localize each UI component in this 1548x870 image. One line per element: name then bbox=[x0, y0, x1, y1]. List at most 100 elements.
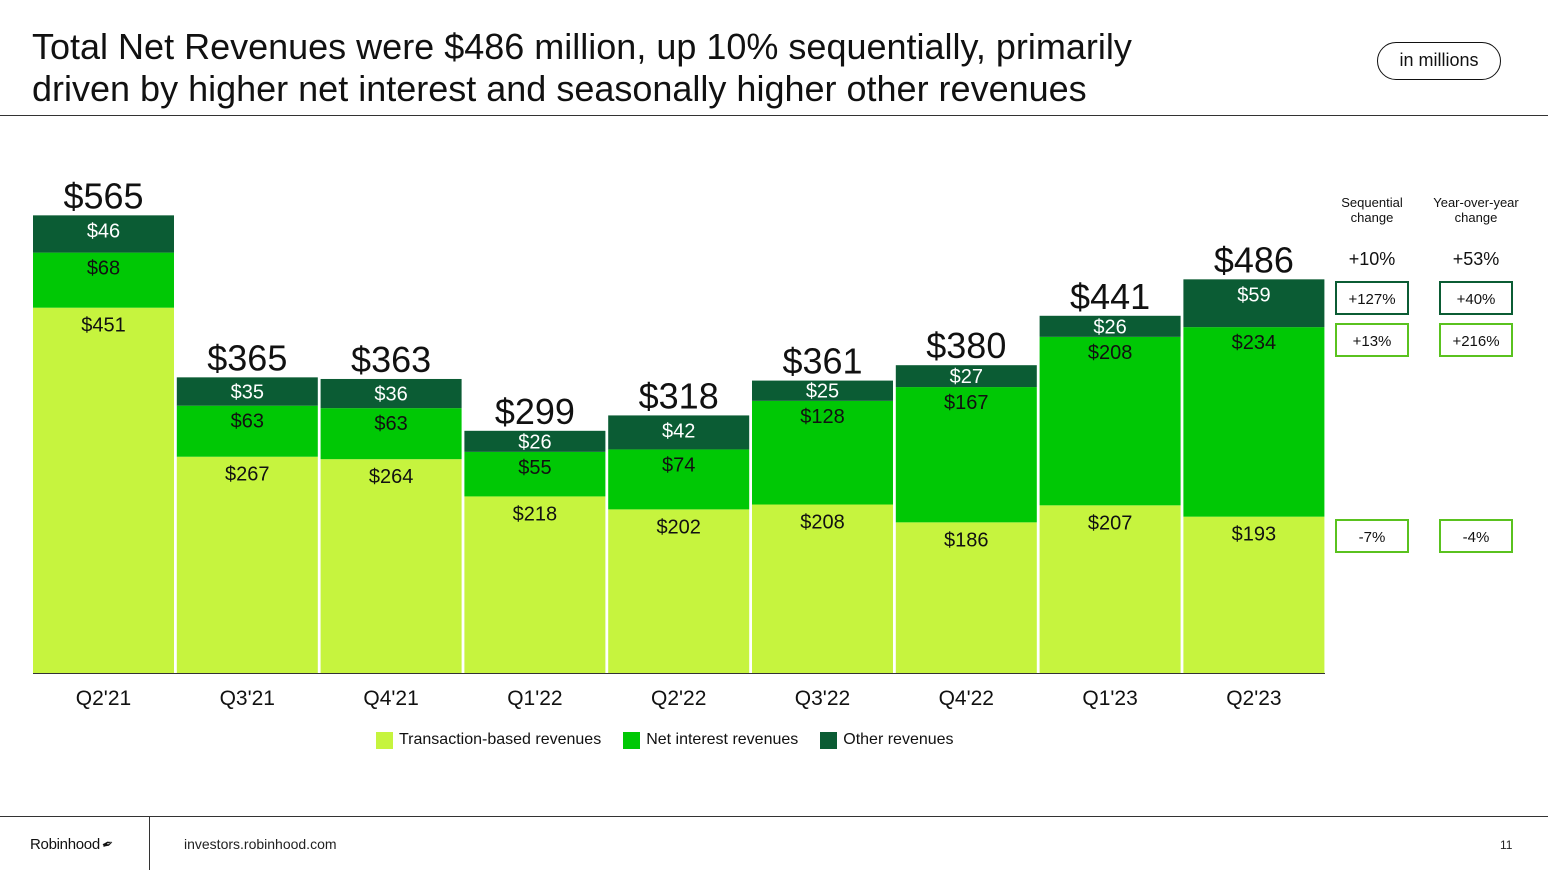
brand-name: Robinhood bbox=[30, 836, 100, 853]
data-label-other: $59 bbox=[1237, 284, 1270, 306]
bar-transaction bbox=[176, 456, 318, 673]
data-label-net-interest: $167 bbox=[944, 392, 989, 414]
bar-other bbox=[895, 365, 1037, 388]
total-label: $380 bbox=[926, 325, 1006, 366]
sequential-header: Sequential bbox=[1341, 195, 1403, 210]
bar-transaction bbox=[752, 504, 893, 673]
data-label-transaction: $218 bbox=[513, 503, 558, 525]
legend-label-net-interest: Net interest revenues bbox=[646, 731, 799, 748]
bar-transaction bbox=[895, 522, 1037, 673]
data-label-other: $26 bbox=[1093, 316, 1126, 338]
bar-transaction bbox=[1183, 516, 1325, 673]
page-number: 11 bbox=[1500, 838, 1513, 852]
bar-net-interest bbox=[320, 408, 462, 460]
brand-logo: Robinhood✒ bbox=[30, 834, 116, 854]
change-value-net-interest-yoy: +216% bbox=[1452, 333, 1499, 350]
footer-separator bbox=[149, 817, 150, 870]
bar-other bbox=[464, 430, 606, 452]
bar-other bbox=[33, 215, 174, 253]
bar-other bbox=[176, 377, 318, 406]
bar-other bbox=[1039, 315, 1181, 337]
bar-net-interest bbox=[1039, 336, 1181, 506]
data-label-net-interest: $63 bbox=[231, 411, 264, 433]
bar-net-interest bbox=[608, 449, 750, 510]
total-label: $565 bbox=[63, 175, 143, 216]
feather-icon: ✒ bbox=[99, 834, 116, 854]
x-tick-label: Q2'22 bbox=[651, 687, 706, 710]
data-label-other: $25 bbox=[806, 381, 839, 403]
footer-divider bbox=[0, 816, 1548, 817]
chart-legend: Transaction-based revenues Net interest … bbox=[376, 731, 954, 749]
total-yoy-change: +53% bbox=[1453, 249, 1500, 269]
bar-net-interest bbox=[33, 252, 174, 308]
site-url: investors.robinhood.com bbox=[184, 836, 337, 852]
change-box-other-sequential bbox=[1335, 281, 1409, 315]
total-label: $365 bbox=[207, 337, 287, 378]
data-label-transaction: $193 bbox=[1232, 524, 1277, 546]
legend-swatch-transaction bbox=[376, 731, 393, 749]
total-label: $363 bbox=[351, 339, 431, 380]
change-value-transaction-sequential: -7% bbox=[1359, 529, 1386, 546]
x-tick-label: Q1'22 bbox=[507, 687, 562, 710]
data-label-other: $46 bbox=[87, 220, 120, 242]
data-label-transaction: $451 bbox=[81, 315, 126, 337]
data-label-transaction: $267 bbox=[225, 464, 270, 486]
header-divider bbox=[0, 115, 1548, 116]
data-label-net-interest: $63 bbox=[374, 413, 407, 435]
x-tick-label: Q3'21 bbox=[220, 687, 275, 710]
x-tick-label: Q3'22 bbox=[795, 687, 850, 710]
data-label-other: $26 bbox=[518, 431, 551, 453]
change-box-transaction-yoy bbox=[1439, 519, 1513, 553]
yoy-header: change bbox=[1455, 210, 1498, 225]
change-box-other-yoy bbox=[1439, 281, 1513, 315]
change-value-net-interest-sequential: +13% bbox=[1353, 333, 1392, 350]
title-line-2: driven by higher net interest and season… bbox=[32, 68, 1087, 109]
total-label: $299 bbox=[495, 391, 575, 432]
page-title: Total Net Revenues were $486 million, up… bbox=[32, 26, 1332, 110]
change-value-other-yoy: +40% bbox=[1457, 291, 1496, 308]
bar-transaction bbox=[320, 459, 462, 673]
data-label-net-interest: $74 bbox=[662, 454, 695, 476]
data-label-net-interest: $55 bbox=[518, 457, 551, 479]
legend-swatch-other bbox=[820, 731, 838, 749]
legend-item-other: Other revenues bbox=[820, 731, 954, 749]
x-tick-label: Q2'21 bbox=[76, 687, 131, 710]
bar-net-interest bbox=[1183, 327, 1325, 517]
bar-other bbox=[752, 380, 893, 401]
total-label: $318 bbox=[639, 375, 719, 416]
total-label: $441 bbox=[1070, 276, 1150, 317]
revenue-chart: $451 $68 $46 $565 Q2'21 $267 $63 $35 $365 Q3'21 $2… bbox=[33, 175, 1519, 710]
bar-net-interest bbox=[752, 400, 893, 505]
x-tick-label: Q4'21 bbox=[363, 687, 418, 710]
title-line-1: Total Net Revenues were $486 million, up… bbox=[32, 26, 1132, 67]
bar-transaction bbox=[1039, 505, 1181, 673]
x-tick-label: Q4'22 bbox=[939, 687, 994, 710]
change-box-net-interest-sequential bbox=[1335, 323, 1409, 357]
data-label-transaction: $207 bbox=[1088, 512, 1133, 534]
bar-transaction bbox=[33, 307, 174, 673]
bar-net-interest bbox=[895, 387, 1037, 523]
total-sequential-change: +10% bbox=[1349, 249, 1396, 269]
data-label-transaction: $208 bbox=[800, 512, 845, 534]
units-badge: in millions bbox=[1377, 42, 1501, 80]
data-label-net-interest: $68 bbox=[87, 258, 120, 280]
change-value-transaction-yoy: -4% bbox=[1463, 529, 1490, 546]
data-label-other: $35 bbox=[231, 382, 264, 404]
legend-item-net-interest: Net interest revenues bbox=[623, 731, 798, 749]
bar-net-interest bbox=[464, 451, 606, 497]
legend-label-transaction: Transaction-based revenues bbox=[399, 731, 602, 748]
data-label-transaction: $202 bbox=[656, 516, 701, 538]
data-label-net-interest: $208 bbox=[1088, 342, 1133, 364]
total-label: $361 bbox=[782, 341, 862, 382]
change-box-net-interest-yoy bbox=[1439, 323, 1513, 357]
data-label-other: $27 bbox=[950, 366, 983, 388]
data-label-transaction: $264 bbox=[369, 466, 414, 488]
bar-transaction bbox=[608, 509, 750, 673]
bar-other bbox=[1183, 279, 1325, 328]
sequential-header: change bbox=[1351, 210, 1394, 225]
data-label-other: $36 bbox=[374, 384, 407, 406]
data-label-other: $42 bbox=[662, 420, 695, 442]
bar-transaction bbox=[464, 496, 606, 673]
legend-swatch-net-interest bbox=[623, 731, 641, 749]
yoy-header: Year-over-year bbox=[1433, 195, 1519, 210]
